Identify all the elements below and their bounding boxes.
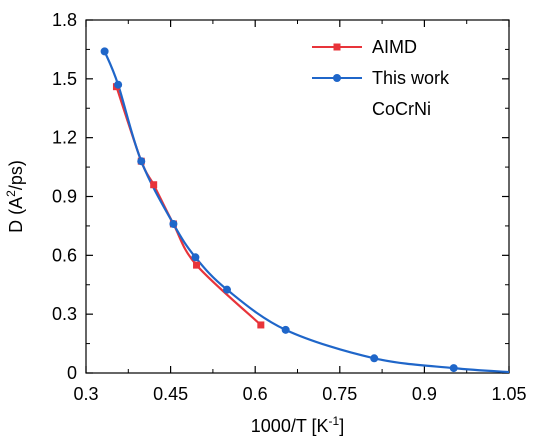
data-point-aimd [150,181,158,189]
y-tick-label: 0.9 [52,187,77,207]
series-line-this-work [103,50,510,374]
y-tick-label: 1.8 [52,10,77,30]
data-point-aimd [193,261,201,269]
legend-label-aimd: AIMD [372,37,417,57]
x-axis-label-sup: -1 [329,414,340,428]
y-tick-label: 0.6 [52,245,77,265]
x-axis-label: 1000/T [K-1] [251,414,344,436]
y-tick-labels: 0 0.3 0.6 0.9 1.2 1.5 1.8 [52,10,77,383]
plot-area [85,19,510,374]
x-tick-label: 0.9 [412,384,437,404]
data-point-this-work [449,364,458,373]
y-axis-label: D (A2/ps) [4,160,26,233]
data-point-this-work [114,80,123,89]
material-annotation: CoCrNi [372,99,431,119]
legend-item-aimd: AIMD [312,37,417,57]
x-tick-labels: 0.3 0.45 0.6 0.75 0.9 1.05 [73,384,526,404]
y-axis-label-sup: 2 [4,190,18,197]
data-point-this-work [223,285,231,294]
y-axis-label-tail: /ps) [6,160,26,190]
data-point-this-work [169,219,178,228]
x-tick-label: 0.6 [243,384,268,404]
legend: AIMD This work CoCrNi [312,37,450,119]
y-tick-label: 1.2 [52,128,77,148]
series-layer [100,47,510,374]
y-tick-label: 0.3 [52,304,77,324]
legend-item-this-work: This work [312,68,450,88]
x-tick-label: 1.05 [491,384,526,404]
data-point-this-work [370,354,379,363]
data-point-this-work [100,47,109,56]
legend-marker-this-work [333,74,341,82]
y-tick-label: 1.5 [52,69,77,89]
x-axis-label-tail: ] [339,416,344,436]
legend-label-this-work: This work [372,68,450,88]
x-axis-label-main: 1000/T [K [251,416,329,436]
data-point-this-work [137,157,146,166]
y-tick-label: 0 [67,363,77,383]
data-point-aimd [257,321,265,329]
x-tick-label: 0.75 [322,384,357,404]
x-tick-label: 0.45 [153,384,188,404]
y-axis-label-main: D (A [6,197,26,233]
series-line-aimd [115,86,262,326]
data-point-this-work [191,253,200,262]
x-tick-label: 0.3 [73,384,98,404]
data-point-this-work [281,325,290,334]
legend-marker-aimd [333,43,341,51]
